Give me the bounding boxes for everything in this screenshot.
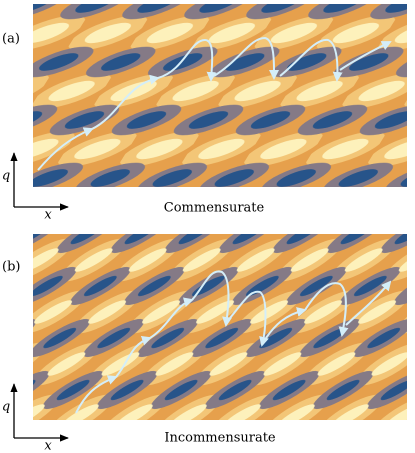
trajectory: [279, 38, 343, 82]
caption: Incommensurate: [164, 431, 276, 446]
trajectory: [37, 127, 94, 171]
trajectory: [191, 270, 233, 327]
potential-map: [33, 4, 407, 187]
trajectory: [229, 290, 269, 347]
panel-label: (a): [2, 32, 20, 47]
axis-label: q: [2, 400, 10, 415]
trajectory: [157, 38, 217, 82]
trajectory: [345, 280, 392, 326]
potential-map: [33, 234, 407, 420]
caption: Commensurate: [164, 201, 265, 216]
axis-label: x: [44, 439, 52, 453]
trajectory: [149, 297, 194, 339]
trajectory: [265, 307, 307, 339]
trajectory: [304, 282, 349, 337]
trajectory: [115, 335, 152, 378]
axis-label: q: [2, 169, 10, 184]
trajectory: [75, 375, 118, 414]
panel-label: (b): [2, 260, 20, 275]
trajectory: [213, 36, 280, 80]
trajectory: [91, 74, 160, 130]
trajectory: [339, 41, 392, 71]
axis-label: x: [44, 208, 52, 223]
